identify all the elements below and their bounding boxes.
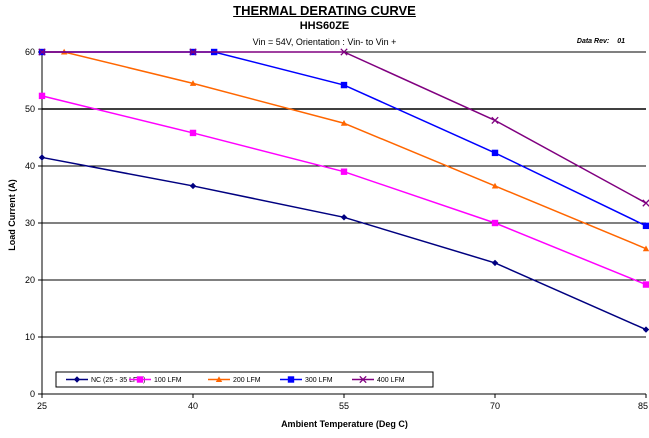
data-point: [491, 149, 499, 157]
y-tick-label: 40: [25, 161, 35, 171]
data-rev-value: 01: [617, 38, 625, 45]
x-tick-label: 85: [638, 401, 648, 411]
data-point: [340, 48, 348, 56]
data-point: [189, 182, 197, 190]
x-tick-label: 70: [490, 401, 500, 411]
series-line-3: [42, 51, 647, 227]
data-point: [491, 219, 499, 227]
data-point: [642, 222, 649, 230]
x-tick-label: 25: [37, 401, 47, 411]
data-point: [340, 168, 348, 175]
test-conditions: Vin = 54V, Orientation : Vin- to Vin +: [252, 37, 397, 47]
y-tick-label: 50: [25, 104, 35, 114]
data-point: [38, 48, 46, 56]
data-point: [189, 129, 197, 137]
legend-marker: [136, 376, 144, 383]
x-axis-label: Ambient Temperature (Deg C): [281, 419, 408, 429]
legend-label: 200 LFM: [233, 377, 261, 384]
legend-label: NC (25 - 35 LFM): [91, 377, 145, 384]
legend-marker: [73, 376, 81, 383]
data-rev-label: Data Rev:: [576, 38, 610, 45]
legend-marker: [359, 375, 367, 384]
data-point: [340, 214, 348, 221]
chart-title: THERMAL DERATING CURVE: [233, 3, 416, 18]
series-line-0: [41, 156, 647, 331]
x-tick-label: 40: [188, 401, 198, 411]
legend-label: 100 LFM: [154, 377, 182, 384]
x-tick-label: 55: [339, 401, 349, 411]
legend-label: 300 LFM: [305, 377, 333, 384]
data-point: [642, 326, 649, 333]
y-tick-label: 0: [30, 389, 35, 399]
y-tick-label: 30: [25, 218, 35, 228]
data-point: [340, 120, 348, 126]
y-tick-label: 60: [25, 47, 35, 57]
chart-subtitle: HHS60ZE: [299, 20, 350, 32]
data-point: [491, 116, 499, 125]
data-point: [189, 80, 197, 86]
data-point: [491, 259, 499, 267]
y-tick-label: 20: [25, 275, 35, 285]
y-tick-label: 10: [25, 332, 35, 342]
data-point: [642, 199, 649, 207]
data-point: [642, 281, 649, 288]
data-point: [189, 48, 197, 56]
data-point: [38, 154, 46, 161]
data-point: [491, 182, 499, 189]
legend-label: 400 LFM: [377, 377, 405, 384]
legend-marker: [287, 376, 295, 383]
legend-marker: [215, 376, 223, 383]
data-point: [38, 92, 46, 100]
series-line-4: [42, 51, 647, 204]
data-revision: Data Rev: 01: [577, 38, 625, 45]
legend-box: [55, 371, 434, 388]
data-point: [642, 245, 649, 252]
data-point: [340, 81, 348, 89]
